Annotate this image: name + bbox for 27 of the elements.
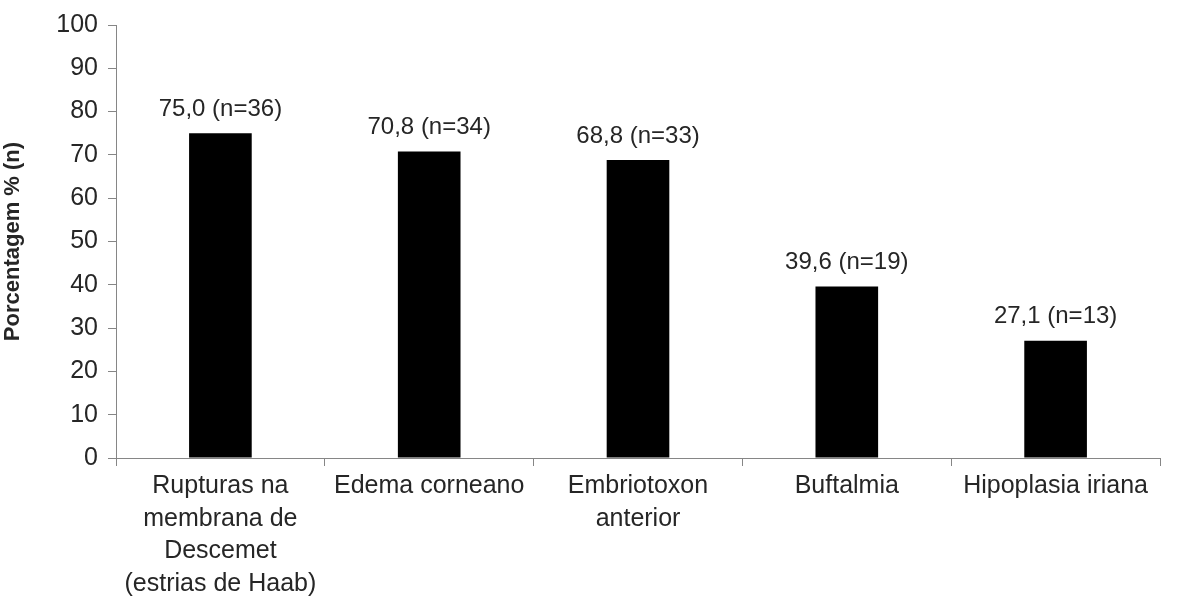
bar bbox=[1024, 340, 1087, 458]
bar bbox=[189, 133, 252, 458]
y-tick-label: 60 bbox=[70, 182, 98, 211]
x-tick-label: Rupturas na membrana de Descemet (estrias de Haab) bbox=[124, 470, 317, 596]
x-tick-label: Embriotoxon anterior bbox=[567, 470, 709, 531]
data-label: 68,8 (n=33) bbox=[576, 120, 700, 148]
y-tick-label: 90 bbox=[70, 52, 98, 81]
y-tick-label: 30 bbox=[70, 311, 98, 340]
x-tick-label: Hipoplasia iriana bbox=[963, 470, 1149, 499]
y-tick-label: 20 bbox=[70, 355, 98, 384]
y-tick-label: 80 bbox=[70, 95, 98, 124]
y-tick-label: 40 bbox=[70, 268, 98, 297]
y-tick-label: 100 bbox=[56, 8, 98, 37]
bar bbox=[815, 286, 879, 458]
data-label: 39,6 (n=19) bbox=[785, 247, 909, 275]
x-tick-label: Buftalmia bbox=[794, 470, 899, 499]
data-label: 27,1 (n=13) bbox=[993, 301, 1118, 329]
bar bbox=[397, 151, 461, 458]
bar bbox=[606, 160, 670, 458]
y-tick-label: 70 bbox=[70, 138, 98, 167]
data-label: 75,0 (n=36) bbox=[158, 93, 283, 121]
y-axis-title: Porcentagem % (n) bbox=[0, 141, 25, 342]
y-tick-label: 50 bbox=[70, 225, 98, 254]
y-tick-label: 10 bbox=[70, 398, 98, 427]
y-tick-label: 0 bbox=[84, 441, 98, 470]
x-tick-label: Edema corneano bbox=[334, 470, 525, 499]
data-label: 70,8 (n=34) bbox=[367, 112, 491, 140]
